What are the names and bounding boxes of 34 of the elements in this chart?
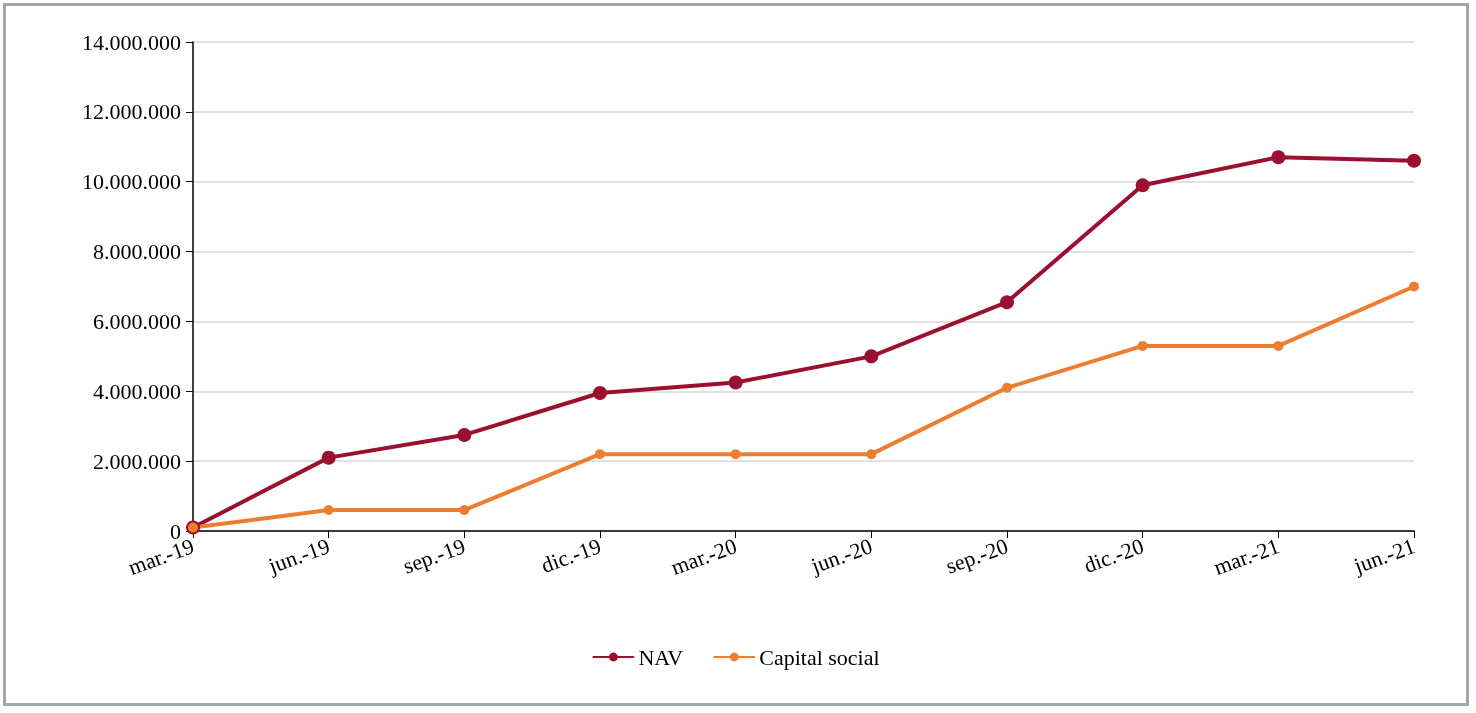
x-tick-label: mar.-20 [667,533,740,580]
point [459,505,470,516]
point [457,427,472,442]
point [321,450,336,465]
legend-label: NAV [638,644,684,670]
y-tick-label: 4.000.000 [93,378,181,404]
point [1273,340,1284,351]
point [1000,295,1014,310]
x-tick-label: dic.-20 [1080,533,1147,578]
x-tick-label: mar.-21 [1210,533,1283,580]
point [728,375,743,390]
y-tick-label: 0 [170,518,181,544]
x-tick-label: sep.-20 [942,533,1012,579]
x-tick-label: sep.-19 [399,533,469,579]
point [1271,150,1286,165]
y-tick-label: 2.000.000 [93,448,181,474]
point [595,449,605,460]
point [593,386,607,401]
point [323,505,334,516]
y-tick-label: 6.000.000 [93,308,181,334]
point [1002,382,1012,393]
y-tick-label: 10.000.000 [82,169,181,195]
point [864,349,879,364]
point [1409,281,1419,292]
x-tick-label: dic.-19 [537,533,605,578]
y-tick-label: 12.000.000 [82,99,181,125]
point [866,449,877,460]
point [1135,178,1150,193]
point [730,449,741,460]
y-tick-label: 8.000.000 [93,239,181,265]
y-tick-label: 14.000.000 [82,29,181,55]
legend-label: Capital social [759,644,880,670]
point [1407,153,1421,168]
point [1137,340,1148,351]
